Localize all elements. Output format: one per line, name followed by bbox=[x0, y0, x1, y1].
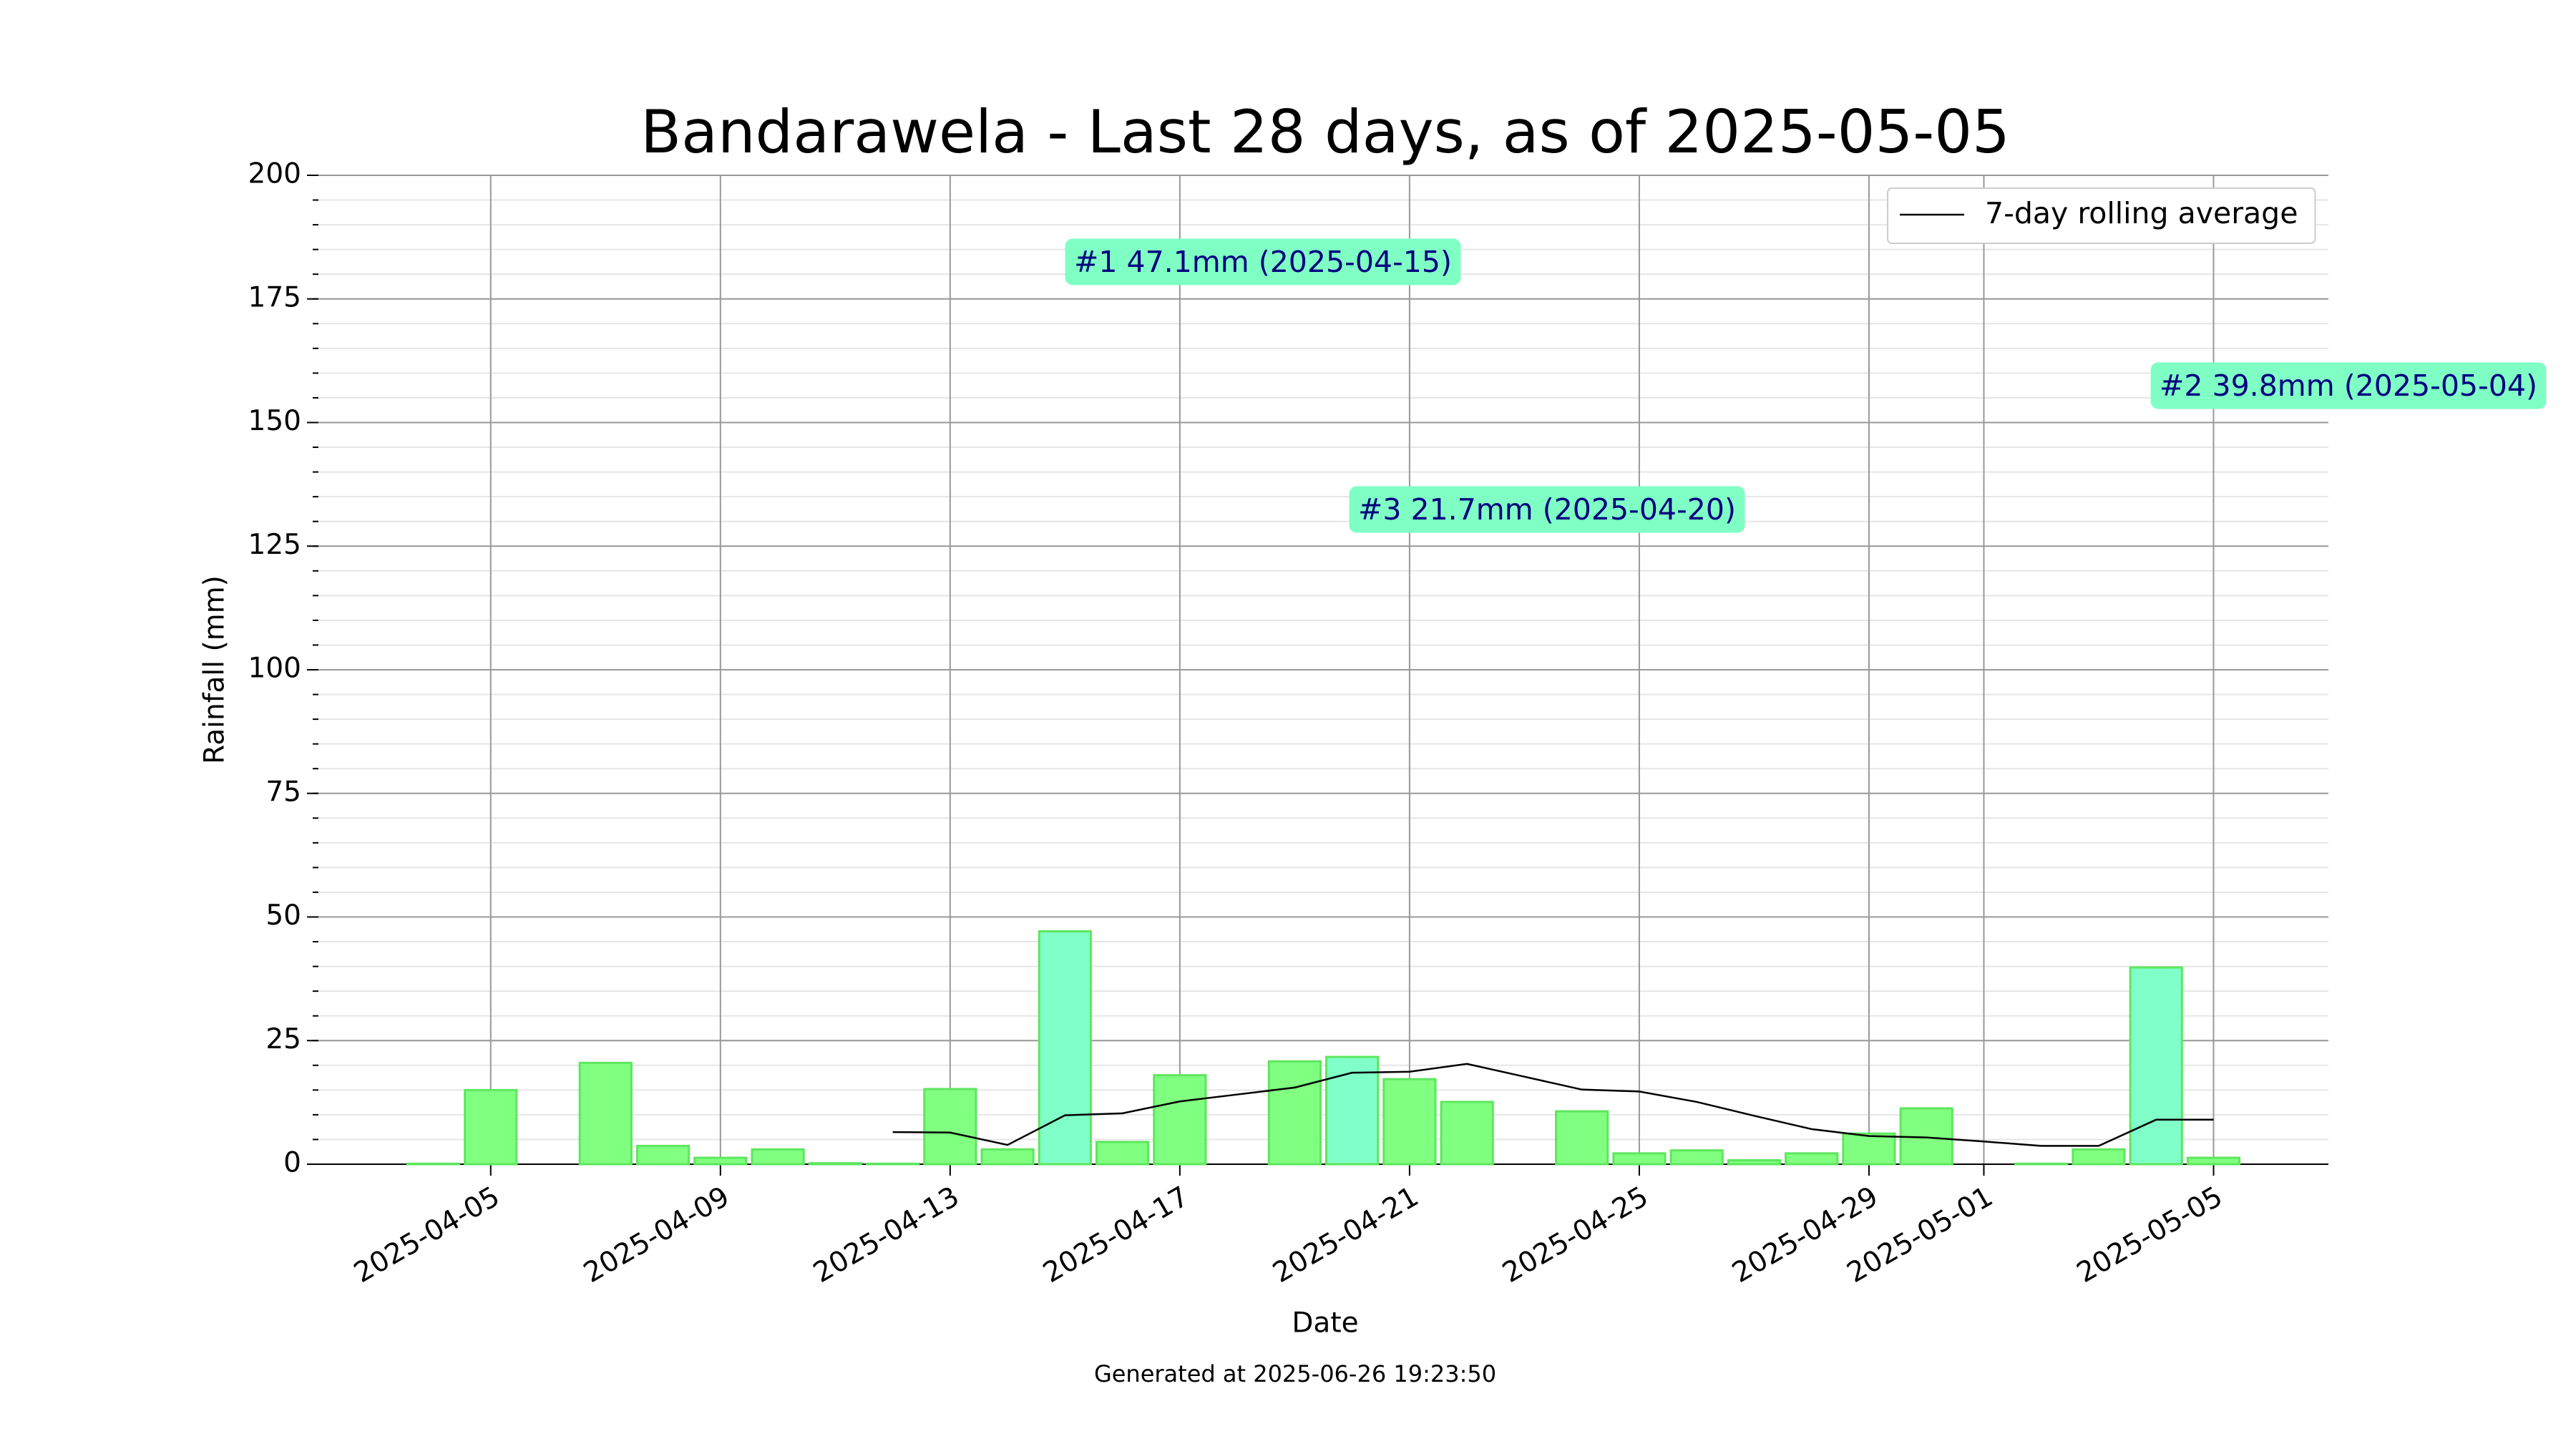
legend-box bbox=[1887, 187, 2316, 244]
annotation: #2 39.8mm (2025-05-04) bbox=[2150, 362, 2547, 409]
bar bbox=[1095, 1141, 1150, 1166]
x-axis-label: Date bbox=[1292, 1307, 1358, 1340]
chart-title: Bandarawela - Last 28 days, as of 2025-0… bbox=[640, 97, 2010, 167]
y-tick-label: 50 bbox=[265, 899, 301, 932]
bar bbox=[923, 1088, 977, 1166]
footer: Generated at 2025-06-26 19:23:50 bbox=[1094, 1360, 1496, 1387]
x-tick-label: 2025-04-21 bbox=[1267, 1181, 1424, 1289]
y-tick-label: 100 bbox=[248, 653, 301, 685]
annotation: #3 21.7mm (2025-04-20) bbox=[1349, 486, 1745, 533]
x-tick-label: 2025-04-13 bbox=[808, 1181, 965, 1289]
rolling-average-line bbox=[892, 1063, 2214, 1147]
bar bbox=[578, 1061, 633, 1166]
bar bbox=[635, 1144, 691, 1166]
bar bbox=[1555, 1110, 1609, 1166]
y-tick-label: 75 bbox=[265, 776, 301, 808]
bar bbox=[1440, 1101, 1494, 1166]
bar bbox=[1612, 1152, 1667, 1166]
bar bbox=[406, 1162, 461, 1166]
y-tick-label: 125 bbox=[248, 529, 301, 561]
bar bbox=[2186, 1156, 2241, 1166]
annotation-box bbox=[1349, 486, 1745, 533]
x-tick-label: 2025-04-05 bbox=[348, 1181, 505, 1289]
x-tick-label: 2025-04-25 bbox=[1497, 1181, 1654, 1289]
bar bbox=[751, 1148, 805, 1166]
bar bbox=[464, 1088, 518, 1166]
y-tick-label: 175 bbox=[248, 281, 301, 313]
y-tick-label: 200 bbox=[248, 158, 301, 190]
annotation-box bbox=[1065, 238, 1461, 286]
bar bbox=[693, 1156, 748, 1166]
y-axis-label: Rainfall (mm) bbox=[199, 575, 231, 764]
bar bbox=[808, 1162, 862, 1166]
legend-label: 7-day rolling average bbox=[1985, 196, 2298, 230]
annotation-text: #2 39.8mm (2025-05-04) bbox=[2160, 369, 2537, 403]
y-tick-label: 150 bbox=[248, 405, 301, 437]
annotation-text: #1 47.1mm (2025-04-15) bbox=[1074, 245, 1452, 279]
bar bbox=[1669, 1149, 1724, 1166]
bar bbox=[1382, 1078, 1437, 1166]
bar bbox=[1153, 1074, 1207, 1166]
bar bbox=[1785, 1152, 1839, 1166]
bar bbox=[865, 1162, 920, 1166]
bar bbox=[1325, 1055, 1380, 1166]
legend: 7-day rolling average bbox=[1887, 187, 2316, 244]
bar bbox=[1038, 930, 1092, 1166]
bar bbox=[1267, 1060, 1322, 1166]
annotation: #1 47.1mm (2025-04-15) bbox=[1065, 238, 1461, 286]
bar bbox=[2129, 966, 2183, 1166]
annotation-box bbox=[2150, 362, 2547, 409]
x-tick-label: 2025-05-05 bbox=[2072, 1181, 2228, 1289]
bar bbox=[1842, 1132, 1896, 1166]
bar bbox=[1727, 1158, 1782, 1166]
x-tick-label: 2025-04-09 bbox=[578, 1181, 735, 1289]
annotation-text: #3 21.7mm (2025-04-20) bbox=[1358, 492, 1736, 527]
x-tick-label: 2025-04-17 bbox=[1038, 1181, 1194, 1289]
bar bbox=[2014, 1162, 2069, 1166]
y-tick-label: 0 bbox=[283, 1147, 301, 1179]
bar bbox=[2072, 1148, 2126, 1166]
bar bbox=[980, 1148, 1035, 1166]
y-tick-label: 25 bbox=[265, 1023, 301, 1055]
